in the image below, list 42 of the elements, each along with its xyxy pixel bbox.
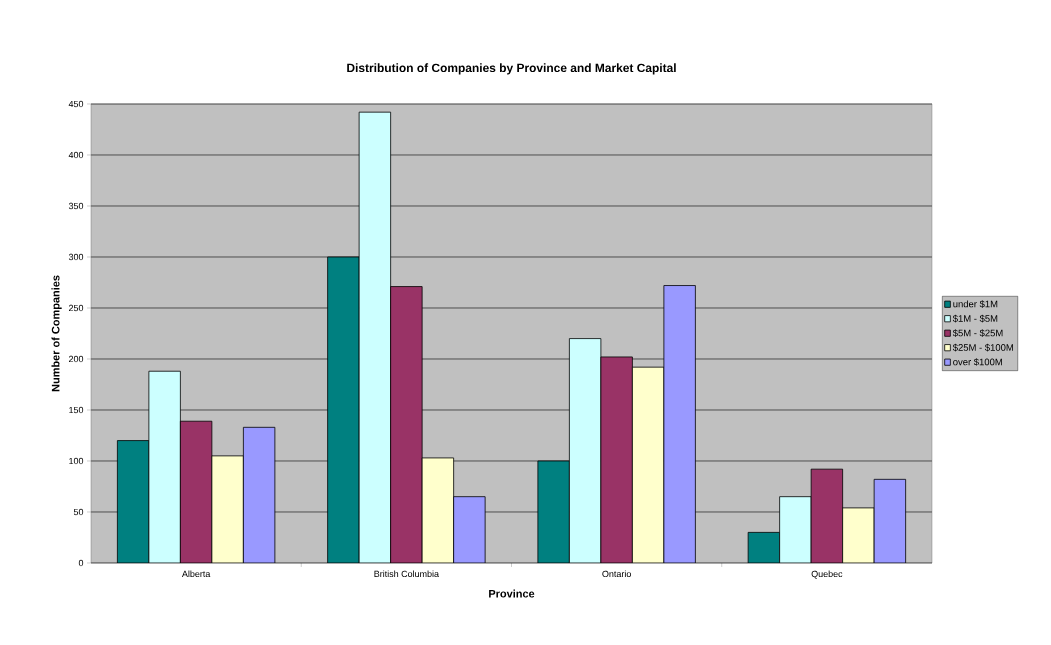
legend-label: $1M - $5M	[952, 314, 998, 323]
y-tick-label: 50	[73, 508, 84, 516]
bar	[327, 256, 360, 563]
bar	[390, 286, 423, 563]
bar	[631, 366, 665, 563]
y-tick-label: 200	[68, 355, 84, 363]
bar	[537, 460, 570, 563]
y-tick-label: 350	[68, 202, 84, 210]
y-tick-label: 450	[68, 100, 84, 108]
x-tick-label: British Columbia	[374, 570, 439, 578]
y-tick-label: 0	[78, 559, 84, 567]
x-axis-title: Province	[489, 589, 535, 598]
bar	[600, 356, 633, 563]
bar	[663, 285, 696, 563]
legend-label: over $100M	[953, 358, 1002, 366]
bar	[842, 507, 875, 563]
bar	[180, 421, 212, 563]
x-tick-label: Ontario	[602, 570, 631, 578]
y-tick-label: 150	[69, 406, 84, 414]
y-tick-label: 300	[68, 253, 84, 261]
x-tick-label: Quebec	[811, 570, 843, 579]
bar	[568, 338, 602, 563]
bar	[779, 496, 812, 563]
y-tick-label: 400	[68, 151, 84, 159]
bar	[747, 531, 781, 563]
y-tick-label: 100	[69, 457, 84, 465]
bar	[810, 468, 844, 563]
chart-title: Distribution of Companies by Province and Market Capital	[347, 63, 676, 75]
y-tick-label: 250	[68, 304, 84, 312]
bar	[117, 440, 149, 563]
legend-label: $5M - $25M	[952, 329, 1003, 337]
legend-label: under $1M	[953, 300, 998, 308]
bar	[421, 457, 455, 563]
bar	[358, 111, 392, 563]
x-tick-label: Alberta	[181, 570, 211, 578]
bar	[211, 455, 244, 563]
y-axis-title: Number of Companies	[51, 275, 62, 392]
bar	[243, 427, 275, 563]
bar	[873, 478, 907, 563]
legend-label: $25M - $100M	[952, 343, 1013, 352]
bar	[148, 371, 181, 563]
bar	[453, 496, 486, 563]
